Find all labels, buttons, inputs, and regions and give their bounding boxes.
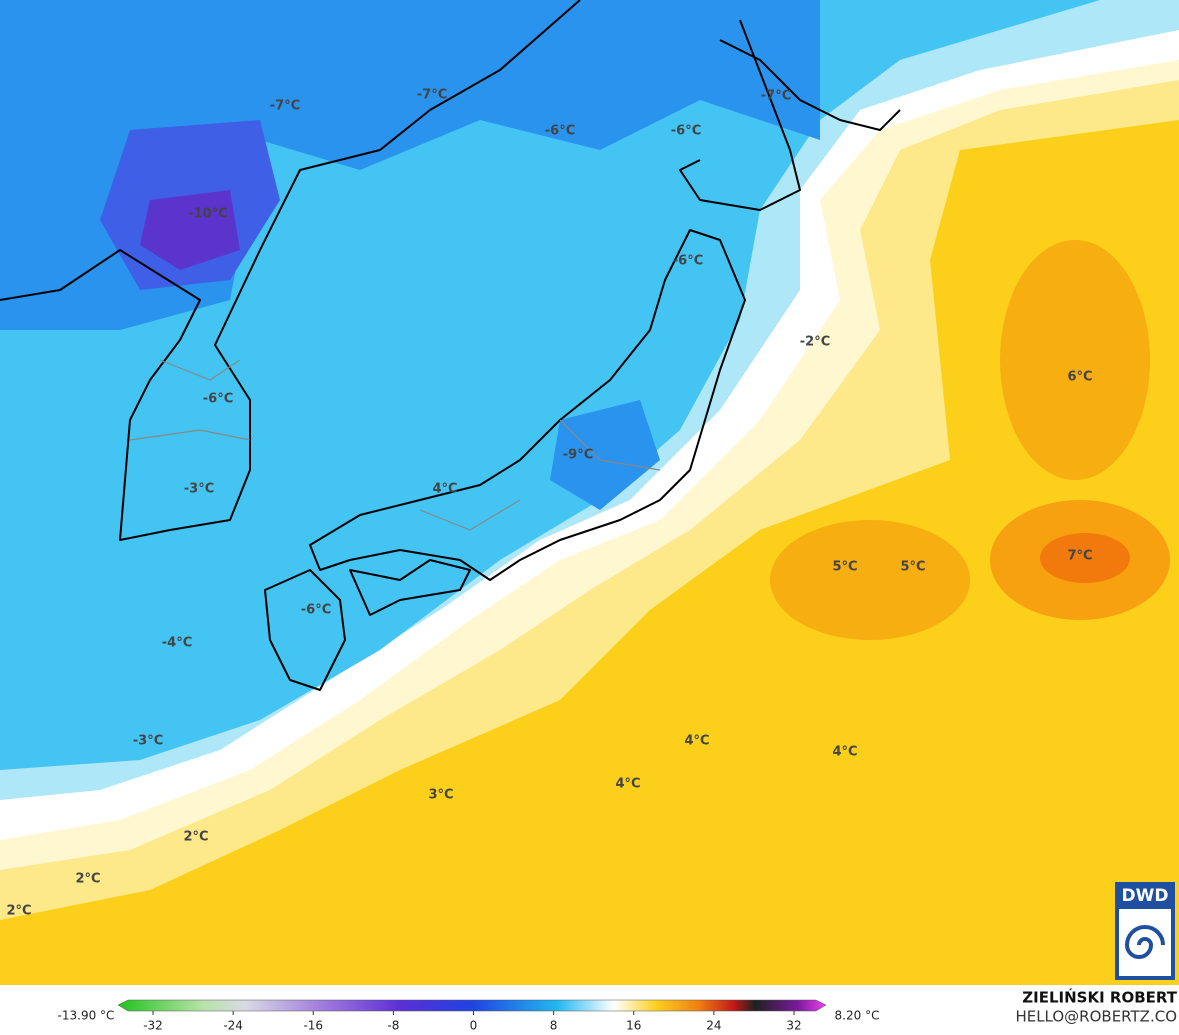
zone-extreme: [140, 190, 240, 270]
temperature-label: 5°C: [900, 560, 925, 575]
temperature-label: -7°C: [270, 99, 300, 114]
temperature-label: -7°C: [417, 88, 447, 103]
temperature-label: 6°C: [1067, 370, 1092, 385]
colorbar-tick-label: 8: [550, 1019, 558, 1033]
temperature-label: 2°C: [6, 904, 31, 919]
temperature-label: -6°C: [671, 124, 701, 139]
zone-warm-b: [770, 520, 970, 640]
colorbar-tick-label: -32: [143, 1019, 163, 1033]
temperature-label: 2°C: [183, 830, 208, 845]
coastline-hokkaido: [679, 19, 901, 211]
colorbar-bar: [117, 999, 827, 1012]
temperature-label: -6°C: [545, 124, 575, 139]
zone-warm-a: [1000, 240, 1150, 480]
temperature-label: 2°C: [75, 872, 100, 887]
temperature-label: -7°C: [761, 89, 791, 104]
temperature-label: -2°C: [800, 335, 830, 350]
temperature-label: -6°C: [673, 254, 703, 269]
colorbar-tick-label: 0: [470, 1019, 478, 1033]
credit-contact: HELLO@ROBERTZ.CO: [1015, 1008, 1177, 1026]
temperature-labels: -7°C -7°C -6°C -6°C -7°C -10°C -6°C -2°C 6°C -6°C…: [6, 88, 1092, 919]
colorbar-max-label: 8.20 °C: [835, 1009, 880, 1023]
coastline-korea: [0, 0, 581, 541]
temperature-label: 3°C: [428, 788, 453, 803]
temperature-label: 5°C: [832, 560, 857, 575]
logo-swirl: [1124, 925, 1165, 959]
temperature-label: -3°C: [184, 482, 214, 497]
logo-text: DWD: [1122, 886, 1169, 906]
colorbar-tick-label: 16: [626, 1019, 641, 1033]
coastline-kyushu: [264, 569, 346, 691]
credit-author: ZIELIŃSKI ROBERT: [1022, 988, 1177, 1007]
temperature-label: 7°C: [1067, 549, 1092, 564]
temperature-label: 4°C: [432, 482, 457, 497]
temperature-label: -3°C: [133, 734, 163, 749]
colorbar-min-label: -13.90 °C: [58, 1009, 115, 1023]
temperature-label: -4°C: [162, 636, 192, 651]
temperature-label: 4°C: [615, 777, 640, 792]
colorbar-tick-label: 24: [706, 1019, 721, 1033]
coastline-shikoku: [349, 559, 471, 616]
zone-warm-d: [1040, 533, 1130, 583]
temperature-label: -10°C: [188, 207, 228, 222]
temperature-label: -9°C: [563, 448, 593, 463]
colorbar-tick-label: -16: [303, 1019, 323, 1033]
admin-borders: [129, 359, 661, 531]
temperature-label: -6°C: [203, 392, 233, 407]
colorbar-tick-label: -8: [387, 1019, 399, 1033]
zone-alps: [550, 400, 660, 510]
colorbar-tick-label: 32: [786, 1019, 801, 1033]
temperature-label: -6°C: [301, 603, 331, 618]
colorbar-tick-label: -24: [223, 1019, 243, 1033]
temperature-label: 4°C: [832, 745, 857, 760]
map: -7°C -7°C -6°C -6°C -7°C -10°C -6°C -2°C 6°C -6°C…: [0, 0, 1179, 985]
colorbar: -13.90 °C 8.20 °C -32 -24 -16 -8 0 8 16 24 32: [58, 999, 880, 1033]
logo: DWD: [1115, 882, 1175, 980]
temperature-label: 4°C: [684, 734, 709, 749]
